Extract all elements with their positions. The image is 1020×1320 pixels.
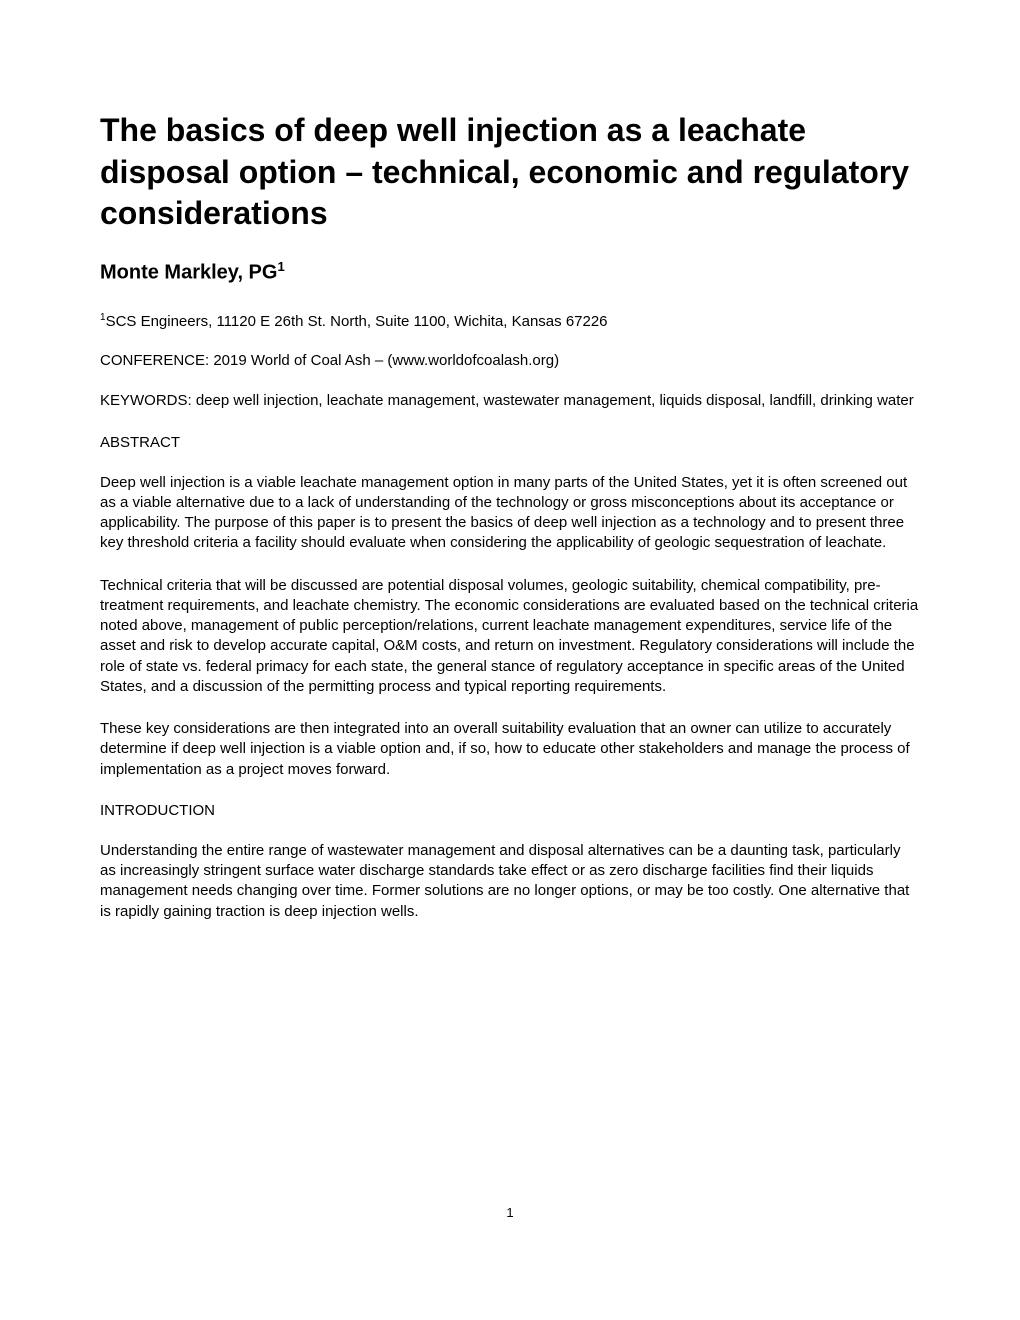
- affiliation-text: SCS Engineers, 11120 E 26th St. North, S…: [106, 313, 608, 330]
- page-number: 1: [506, 1205, 513, 1220]
- page-container: The basics of deep well injection as a l…: [100, 110, 920, 1260]
- paper-title: The basics of deep well injection as a l…: [100, 110, 920, 235]
- author-superscript: 1: [277, 259, 284, 274]
- author-name: Monte Markley, PG: [100, 261, 277, 283]
- abstract-paragraph: These key considerations are then integr…: [100, 719, 920, 780]
- affiliation-line: 1SCS Engineers, 11120 E 26th St. North, …: [100, 312, 920, 330]
- abstract-paragraph: Technical criteria that will be discusse…: [100, 576, 920, 698]
- abstract-paragraph: Deep well injection is a viable leachate…: [100, 473, 920, 554]
- introduction-heading: INTRODUCTION: [100, 802, 920, 819]
- introduction-paragraph: Understanding the entire range of wastew…: [100, 841, 920, 922]
- conference-line: CONFERENCE: 2019 World of Coal Ash – (ww…: [100, 352, 920, 369]
- abstract-heading: ABSTRACT: [100, 434, 920, 451]
- keywords-line: KEYWORDS: deep well injection, leachate …: [100, 391, 920, 411]
- author-line: Monte Markley, PG1: [100, 259, 920, 285]
